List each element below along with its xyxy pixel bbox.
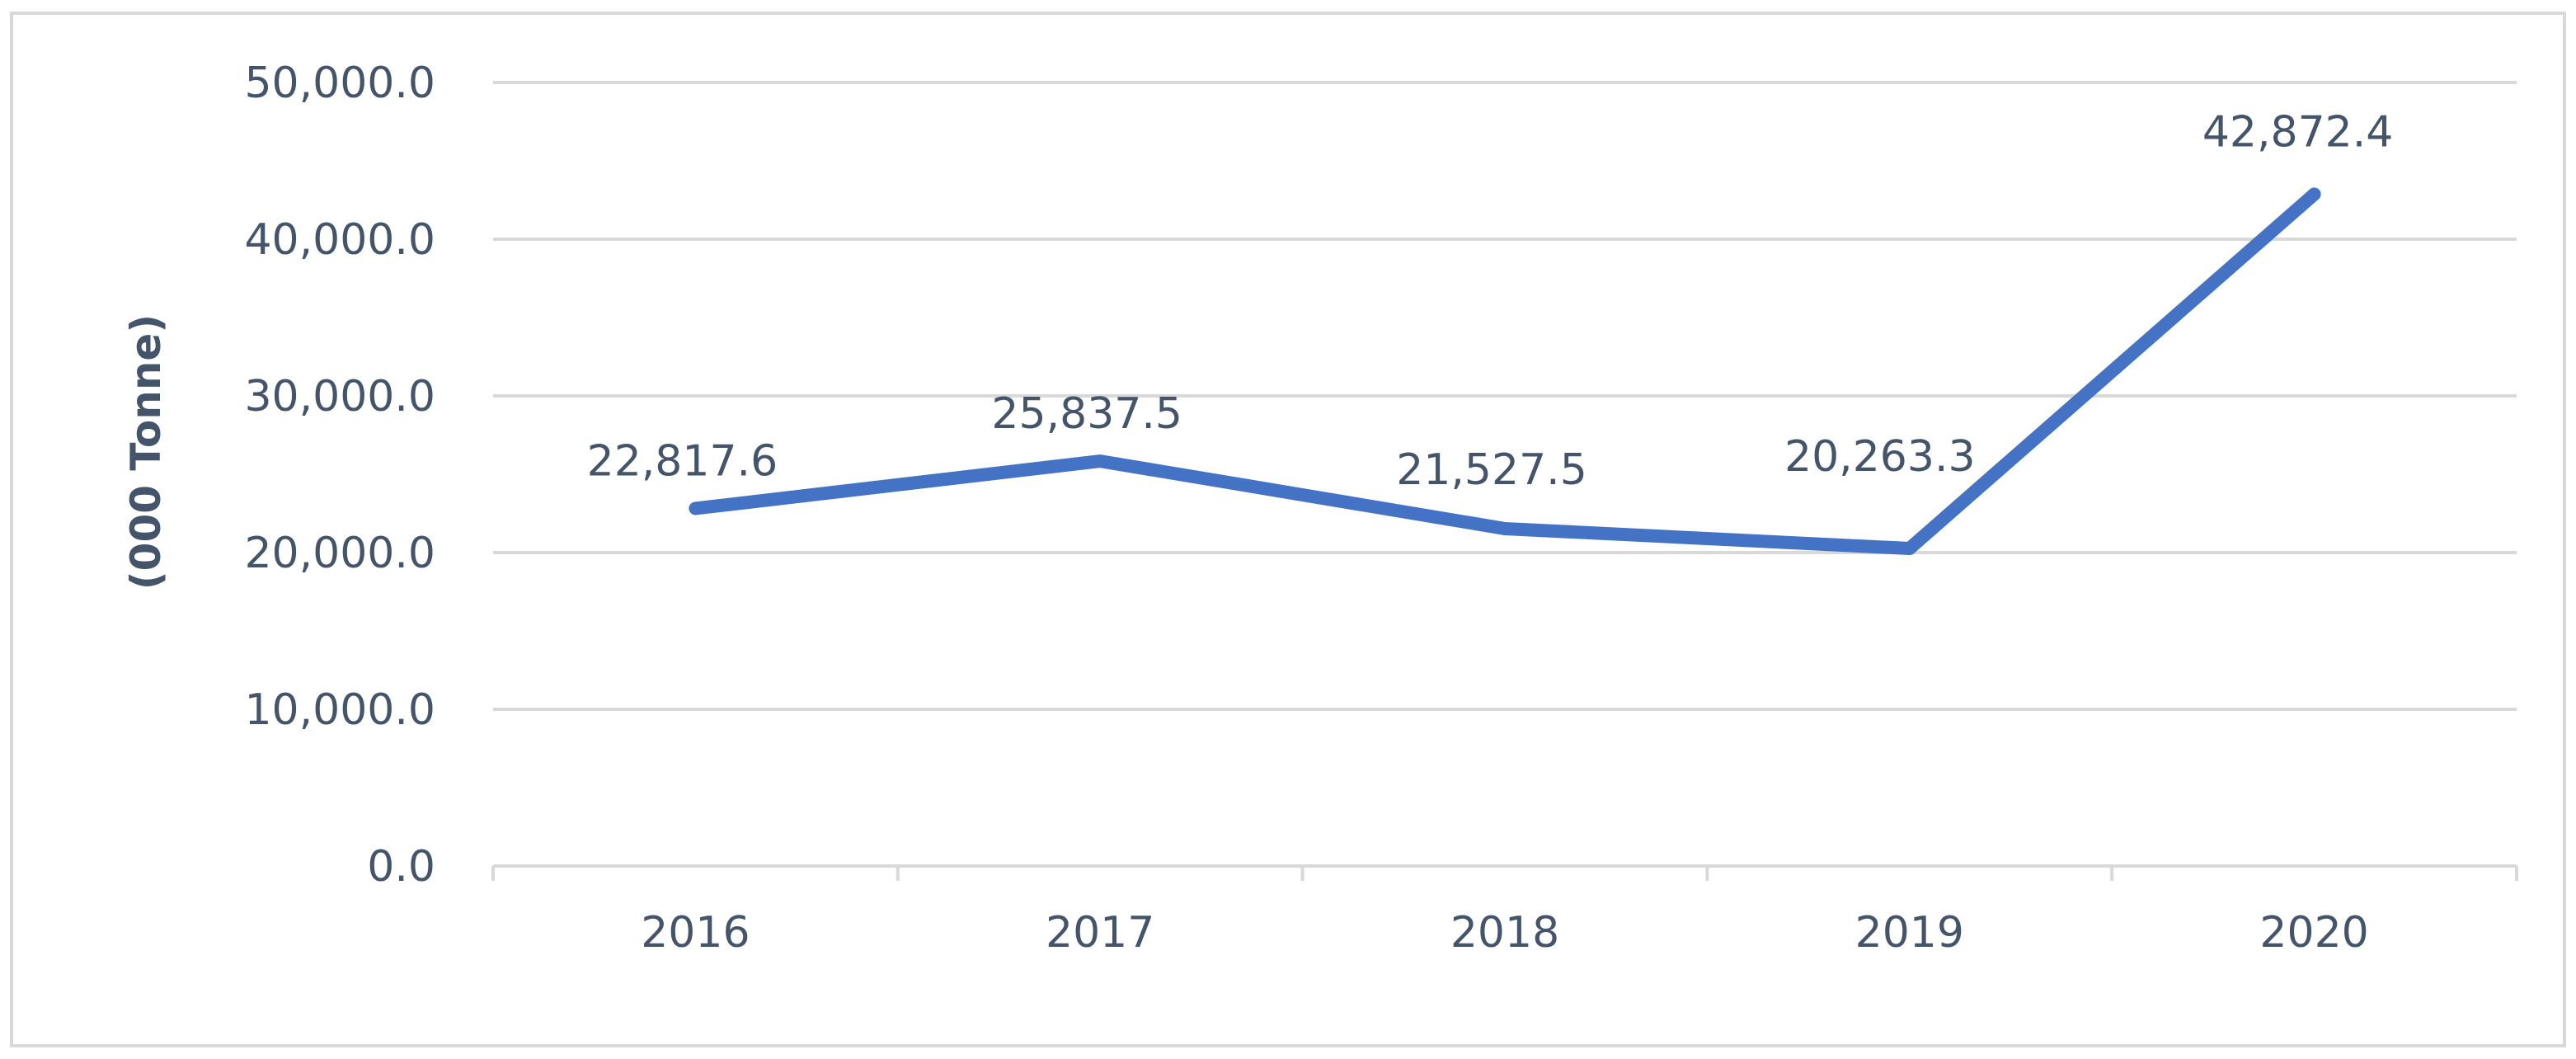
- x-tick-label: 2017: [1046, 908, 1154, 958]
- y-tick-label: 0.0: [367, 842, 435, 892]
- y-axis-ticks: 0.0 10,000.0 20,000.0 30,000.0 40,000.0 50,00…: [244, 59, 435, 892]
- y-tick-label: 40,000.0: [244, 215, 435, 265]
- x-tick-label: 2020: [2259, 908, 2368, 958]
- data-label: 42,872.4: [2202, 107, 2394, 157]
- series-line: [689, 187, 2321, 555]
- data-label: 21,527.5: [1396, 445, 1587, 495]
- line-chart: 0.0 10,000.0 20,000.0 30,000.0 40,000.0 50,00…: [122, 59, 2518, 958]
- y-tick-label: 20,000.0: [244, 529, 435, 578]
- data-labels: 22,817.6 25,837.5 21,527.5 20,263.3 42,872.4: [587, 107, 2394, 495]
- data-label: 20,263.3: [1784, 432, 1976, 482]
- x-tick-label: 2016: [641, 908, 750, 958]
- y-tick-label: 30,000.0: [244, 372, 435, 421]
- data-label: 22,817.6: [587, 436, 778, 486]
- gridlines: [493, 81, 2517, 711]
- x-axis-ticks: 2016 2017 2018 2019 2020: [641, 908, 2369, 958]
- y-tick-label: 10,000.0: [244, 685, 435, 735]
- x-axis: [491, 864, 2518, 881]
- x-tick-label: 2019: [1855, 908, 1964, 958]
- y-axis-label: (000 Tonne): [122, 314, 170, 590]
- chart-frame: 0.0 10,000.0 20,000.0 30,000.0 40,000.0 50,00…: [10, 12, 2566, 1047]
- series: [689, 187, 2321, 555]
- y-tick-label: 50,000.0: [244, 59, 435, 108]
- x-tick-label: 2018: [1450, 908, 1559, 958]
- data-label: 25,837.5: [991, 389, 1182, 439]
